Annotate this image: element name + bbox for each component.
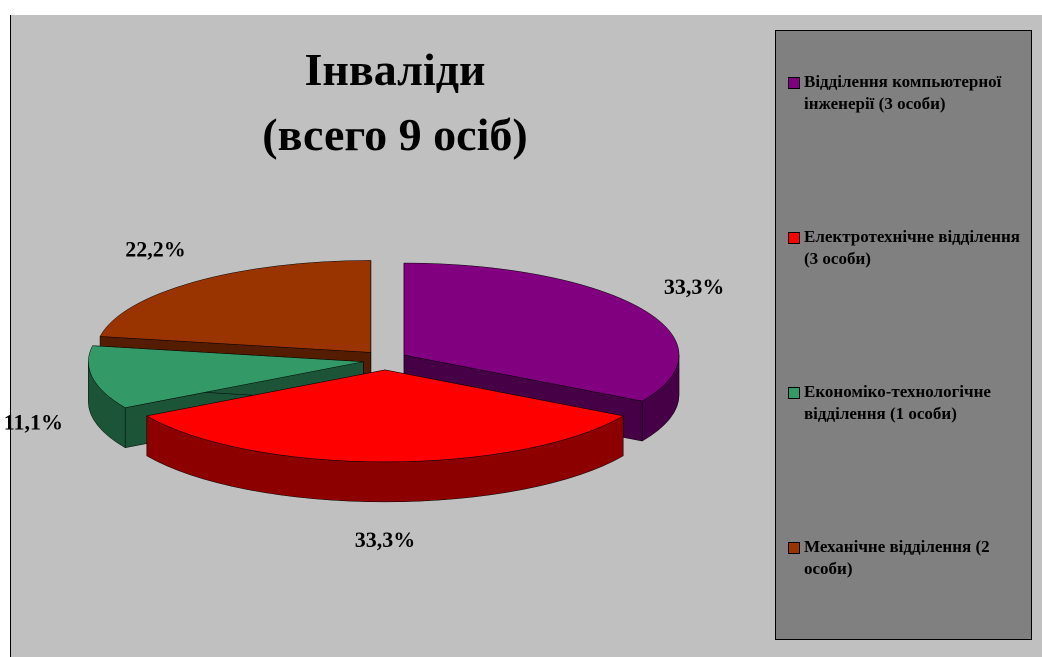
slice-top — [146, 369, 624, 463]
slice-top — [99, 260, 372, 353]
legend-label: Економіко-технологічне відділення (1 осо… — [804, 382, 991, 423]
legend: Відділення компьютерної інженерії (3 осо… — [775, 30, 1032, 640]
legend-label: Електротехнічне відділення (3 особи) — [804, 227, 1020, 268]
legend-swatch — [788, 542, 800, 554]
legend-item: Економіко-технологічне відділення (1 осо… — [788, 381, 1028, 425]
legend-label: Відділення компьютерної інженерії (3 осо… — [804, 72, 1002, 113]
data-label: 33,3% — [355, 527, 416, 552]
chart-title: Інваліди — [304, 44, 485, 95]
legend-swatch — [788, 232, 800, 244]
data-label: 11,1% — [4, 410, 63, 435]
pie-slice — [146, 369, 624, 503]
legend-swatch — [788, 387, 800, 399]
chart-title: (всего 9 осіб) — [262, 109, 527, 160]
legend-swatch — [788, 77, 800, 89]
legend-item: Відділення компьютерної інженерії (3 осо… — [788, 71, 1028, 115]
legend-item: Електротехнічне відділення (3 особи) — [788, 226, 1028, 270]
slice-top — [403, 262, 680, 402]
slice-top — [88, 345, 364, 408]
legend-label: Механічне відділення (2 особи) — [804, 537, 990, 578]
data-label: 33,3% — [664, 274, 725, 299]
legend-item: Механічне відділення (2 особи) — [788, 536, 1028, 580]
data-label: 22,2% — [125, 236, 186, 261]
